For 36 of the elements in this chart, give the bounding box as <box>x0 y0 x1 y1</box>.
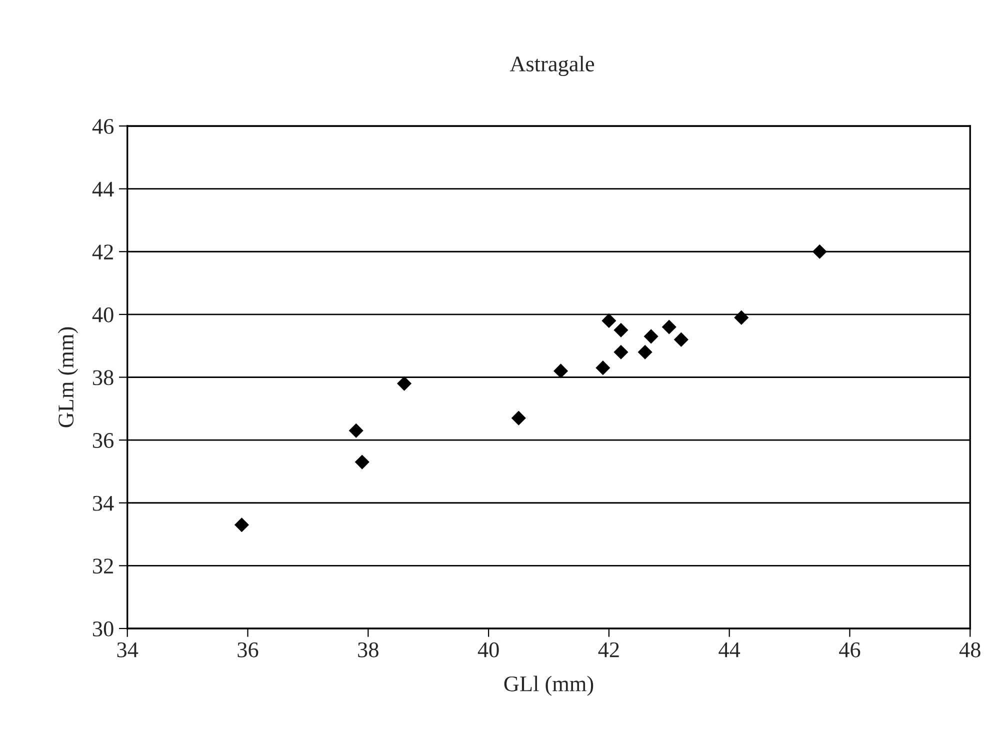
y-tick-label: 42 <box>92 244 113 260</box>
point <box>396 376 412 391</box>
y-tick-label: 44 <box>92 182 114 197</box>
y-axis-title: GLm (mm) <box>58 327 78 428</box>
y-tick-label: 40 <box>92 307 114 322</box>
x-tick-label: 42 <box>598 642 619 658</box>
x-tick-label: 34 <box>117 642 138 658</box>
point <box>348 423 364 438</box>
x-tick-label: 38 <box>358 642 378 658</box>
point <box>234 518 250 532</box>
y-tick-label: 46 <box>92 118 114 134</box>
point <box>354 454 370 470</box>
x-tick-label: 48 <box>959 642 980 658</box>
x-tick-label: 36 <box>238 642 258 658</box>
y-tick-label: 34 <box>93 496 114 511</box>
point <box>511 410 526 426</box>
point <box>638 344 652 360</box>
point <box>644 329 658 344</box>
point <box>734 310 749 325</box>
point <box>554 364 568 378</box>
point <box>614 322 628 338</box>
x-tick-label: 44 <box>718 642 740 658</box>
point <box>662 320 676 334</box>
point <box>602 313 616 328</box>
y-tick-label: 38 <box>93 370 114 386</box>
x-tick-label: 40 <box>478 642 499 658</box>
point <box>674 332 688 347</box>
point <box>812 244 827 259</box>
x-axis-title: GLl (mm) <box>504 676 594 696</box>
y-tick-label: 36 <box>93 433 114 448</box>
y-tick-label: 32 <box>93 558 113 574</box>
point <box>596 360 610 376</box>
y-tick-label: 30 <box>93 621 114 636</box>
point <box>614 344 628 360</box>
chart-title: Astragale <box>510 56 594 76</box>
x-tick-label: 46 <box>839 642 860 658</box>
